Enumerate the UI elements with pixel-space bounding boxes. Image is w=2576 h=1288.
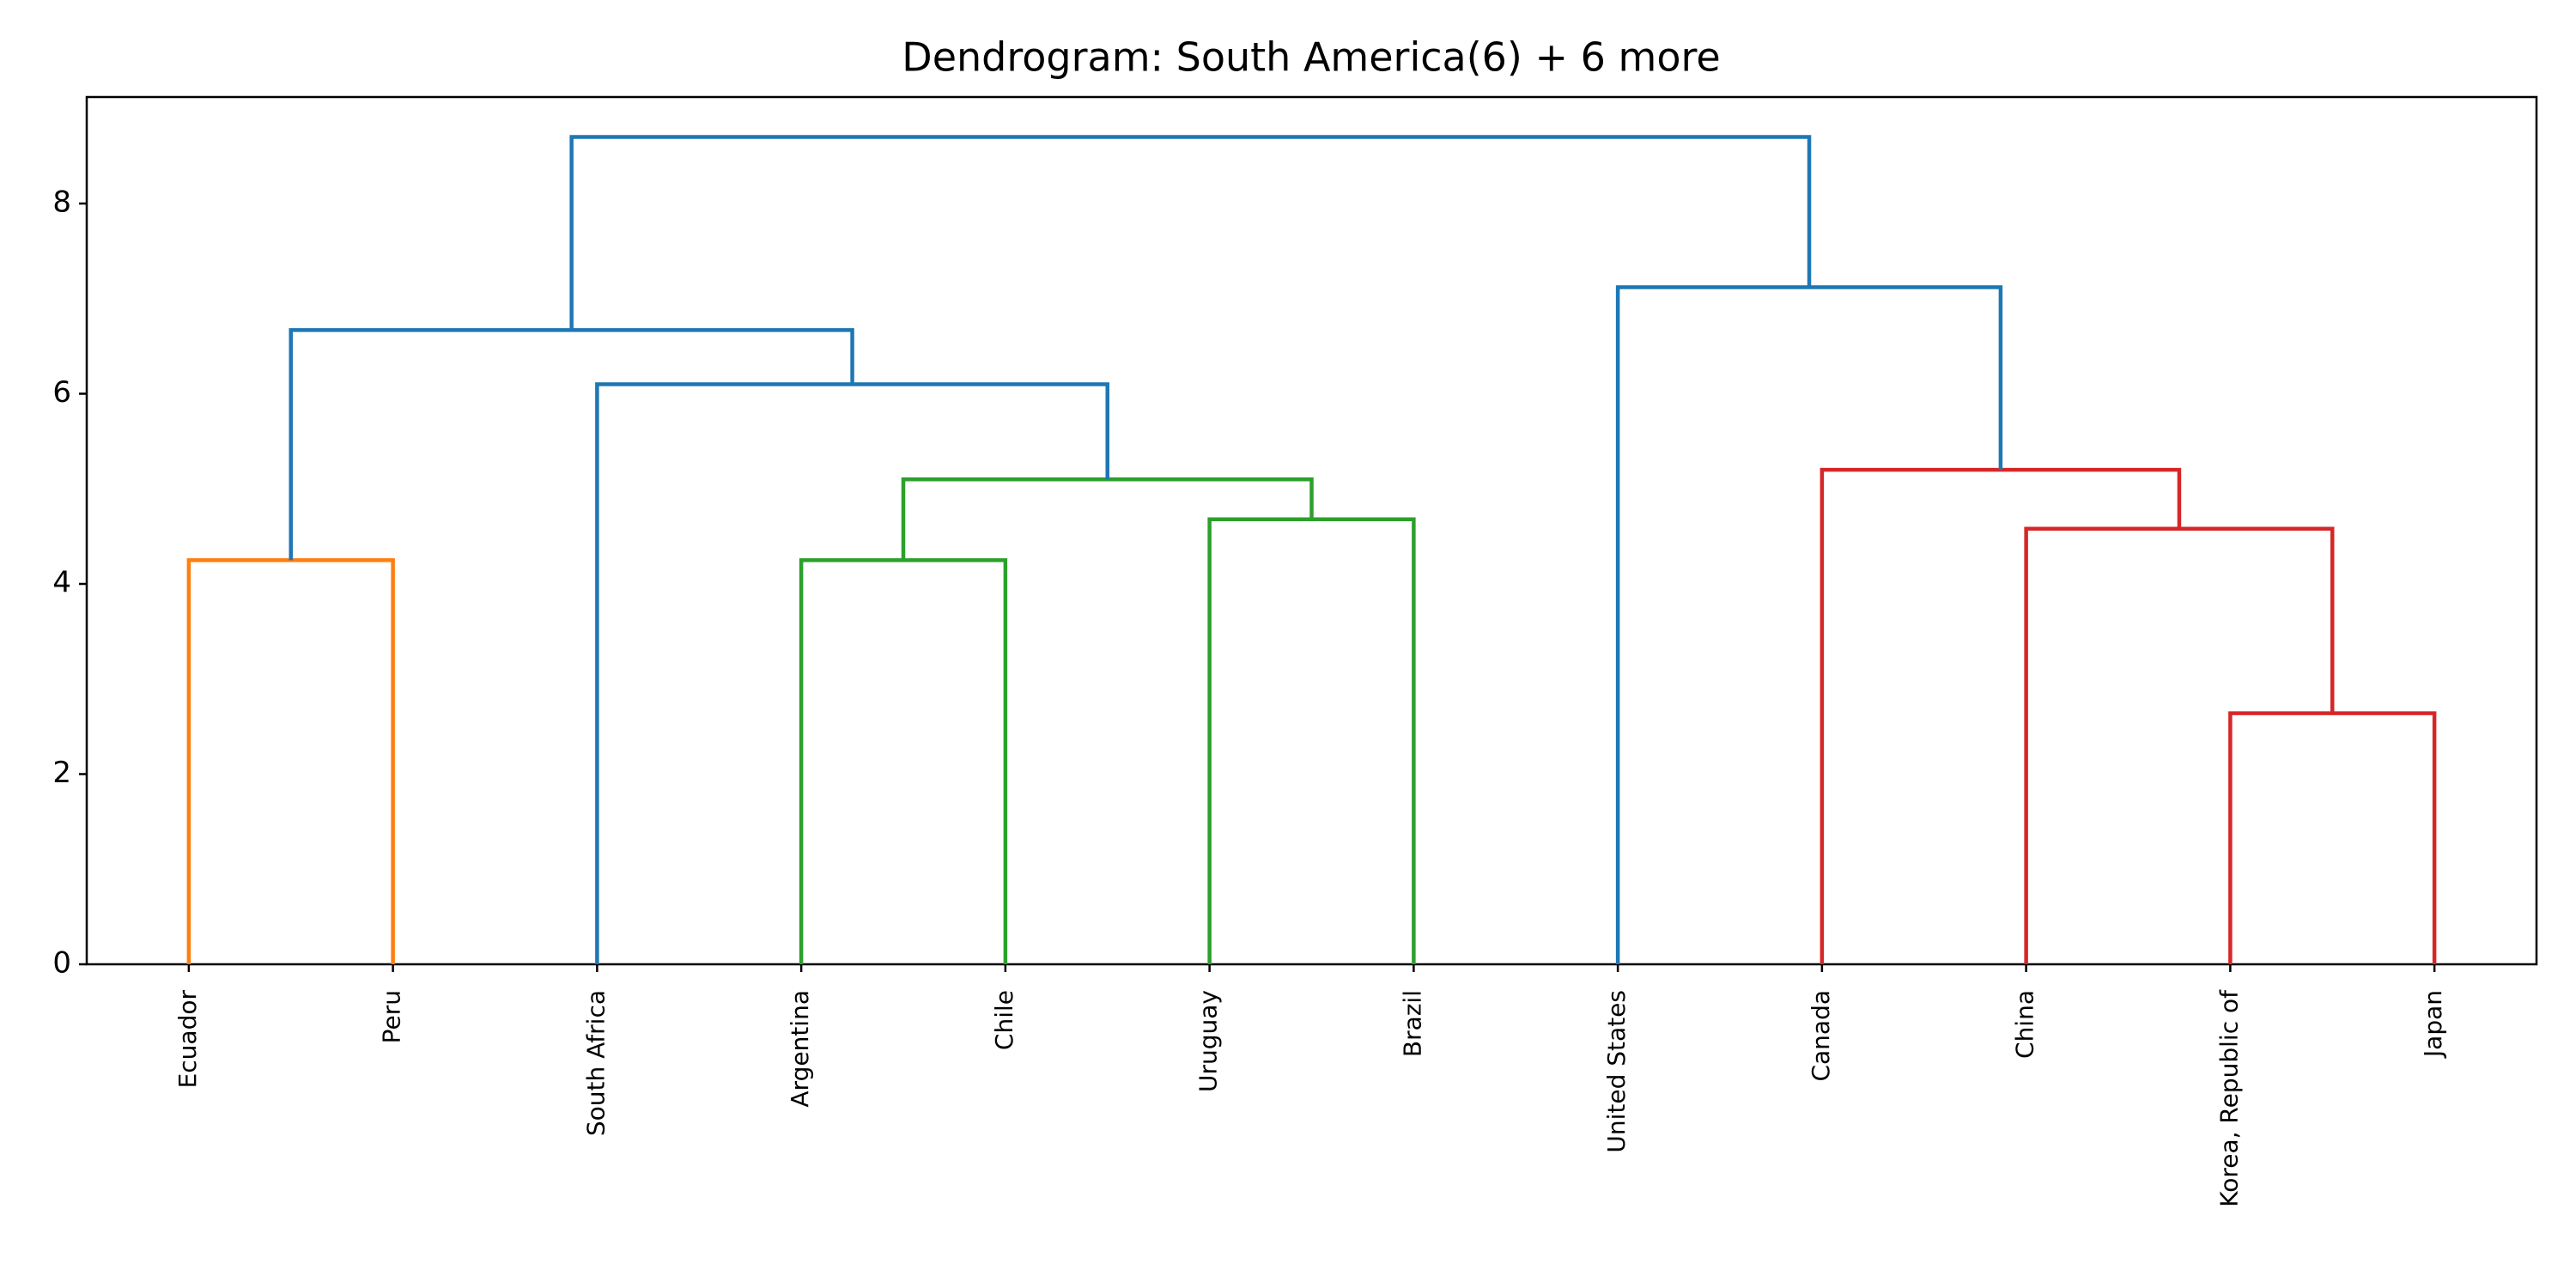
leaf-label: South Africa [581,990,610,1136]
merge-link [186,558,395,964]
leaf-label: United States [1602,990,1631,1153]
y-tick-label: 2 [52,756,71,790]
leaf-label: Canada [1807,990,1835,1082]
merge-link [2228,711,2437,964]
y-tick-label: 4 [52,566,71,600]
leaf-label: Brazil [1398,990,1426,1057]
y-tick-label: 8 [52,185,71,220]
leaf-label: Argentina [786,990,814,1108]
leaf-label: Uruguay [1194,990,1223,1092]
y-tick-label: 6 [52,375,71,410]
plot-frame [85,95,2538,966]
merge-link [2024,526,2335,964]
merge-link [569,135,1812,331]
leaf-label: Ecuador [173,990,202,1089]
merge-link [799,558,1008,964]
chart-title: Dendrogram: South America(6) + 6 more [902,34,1720,81]
merge-link [1207,517,1416,964]
merge-link [289,328,854,561]
y-tick-label: 0 [52,946,71,981]
leaf-label: Japan [2419,990,2447,1059]
leaf-label: Chile [990,990,1018,1050]
leaf-label: Korea, Republic of [2215,989,2243,1207]
leaf-label: China [2011,990,2039,1059]
merge-link [1615,285,2003,964]
leaf-label: Peru [378,990,406,1043]
merge-link [1820,467,2182,964]
merge-link [595,382,1109,964]
